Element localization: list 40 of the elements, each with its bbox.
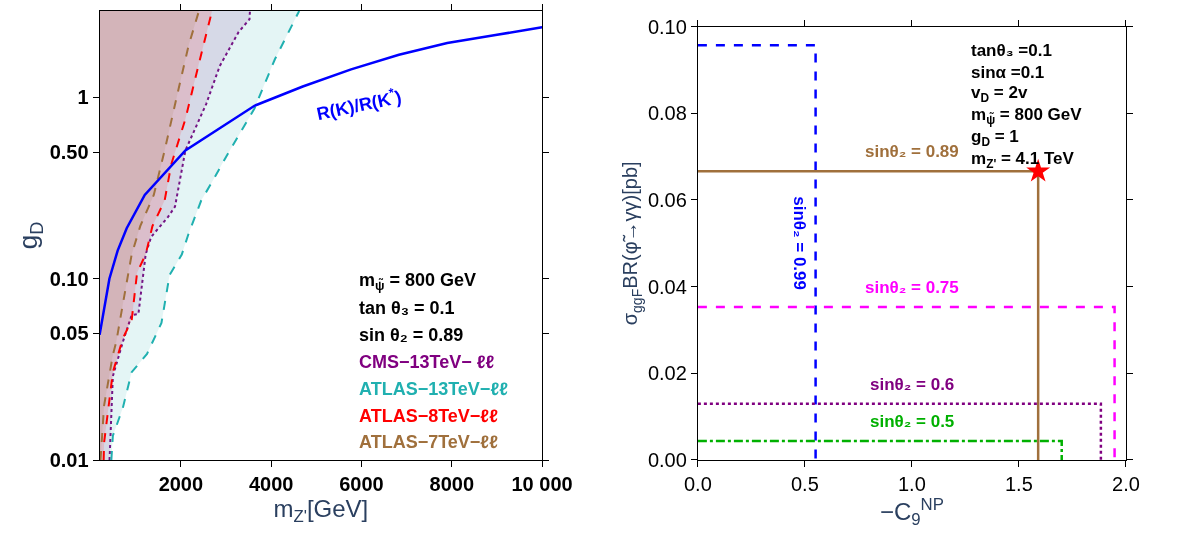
annotation: m$_{ψ̃}$ = 800 GeV <box>359 270 477 293</box>
series-label: sinθ₂ = 0.5 <box>870 412 955 431</box>
y-tick-label: 0.50 <box>49 141 89 164</box>
x-tick-label: 2000 <box>158 473 204 495</box>
annotation: sinα =0.1 <box>971 63 1045 82</box>
x-tick-label: 0.5 <box>790 473 819 495</box>
y-tick-label: 0.10 <box>49 267 89 290</box>
series-label: sinθ₂ = 0.89 <box>865 142 959 161</box>
x-tick-label: 10 000 <box>511 473 573 495</box>
x-tick-label: 6000 <box>339 473 384 495</box>
annotation: g$_{D}$ = 1 <box>971 127 1019 149</box>
text: sinθ₂ = 0.99 <box>790 196 810 290</box>
series-label: sinθ₂ = 0.6 <box>870 375 955 394</box>
y-tick-label: 0.00 <box>647 449 687 471</box>
series-label: sinθ₂ = 0.75 <box>865 278 959 297</box>
text: ATLAS−7TeV−ℓℓ <box>359 432 499 452</box>
x-tick-label: 1.5 <box>1005 473 1033 495</box>
y-tick-label: 0.04 <box>647 275 687 298</box>
annotation: m$_{Z'}$ = 4.1 TeV <box>971 149 1075 171</box>
y-tick-label: 0.01 <box>49 449 89 471</box>
annotation: m$_{ψ̃}$ = 800 GeV <box>971 105 1083 127</box>
x-tick-label: 2.0 <box>1112 473 1140 495</box>
annotation: tan θ₃ = 0.1 <box>359 298 455 318</box>
y-tick-label: 0.08 <box>647 102 687 125</box>
y-tick-label: 0.06 <box>647 188 687 211</box>
text: ATLAS−8TeV−ℓℓ <box>359 406 499 426</box>
text: ATLAS−13TeV−ℓℓ <box>359 379 509 399</box>
y-tick-label: 0.05 <box>49 322 89 345</box>
x-tick-label: 8000 <box>429 473 475 495</box>
annotation: tanθ₃ =0.1 <box>971 41 1052 60</box>
x-tick-label: 0.0 <box>683 473 712 495</box>
x-axis-title: m$_{Z'}$[GeV] <box>273 495 369 527</box>
y-tick-label: 1 <box>77 86 89 109</box>
annotation: v$_{D}$ = 2v <box>971 83 1028 105</box>
x-tick-label: 1.0 <box>897 473 926 495</box>
y-tick-label: 0.10 <box>647 15 687 38</box>
y-tick-label: 0.02 <box>647 362 687 385</box>
text: CMS−13TeV− ℓℓ <box>359 352 495 372</box>
x-tick-label: 4000 <box>248 473 294 495</box>
annotation: sin θ₂ = 0.89 <box>359 325 464 345</box>
